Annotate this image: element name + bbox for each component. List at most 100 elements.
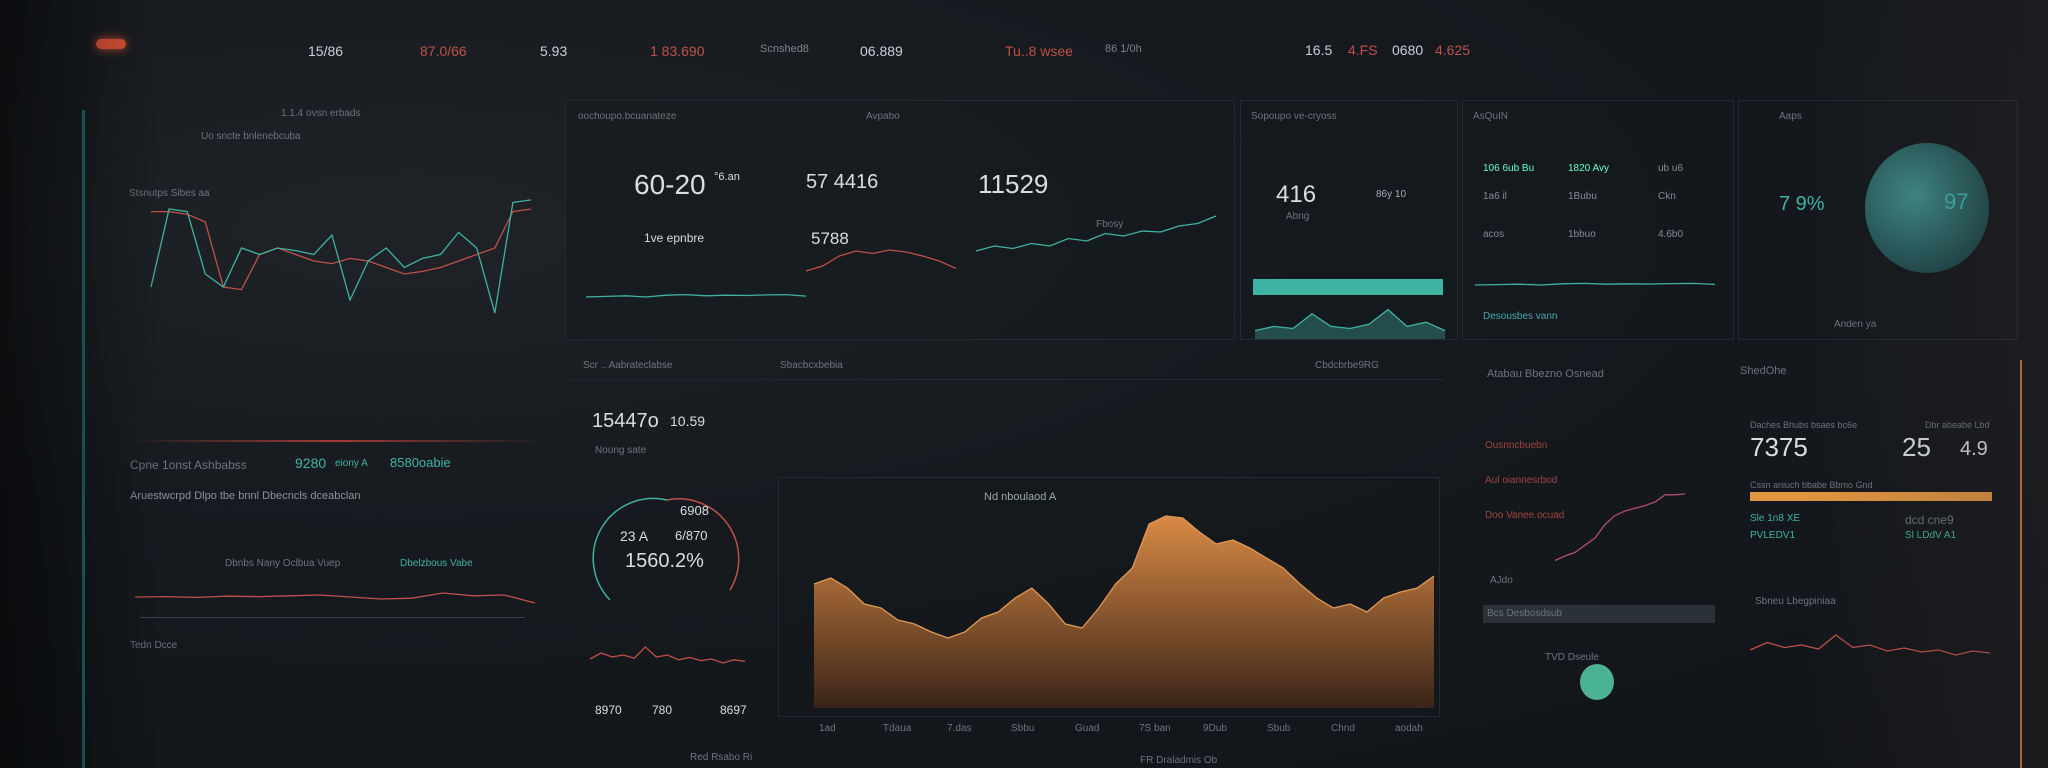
list-series [1474, 282, 1716, 286]
teal-sub: eiony A [335, 458, 368, 469]
filter-bar-label: Bcs Desbosdsub [1487, 608, 1563, 619]
top-right-metric: 4.625 [1435, 42, 1471, 58]
top-metric: Scnshed8 [760, 43, 809, 55]
top-metric: 86 1/0h [1105, 43, 1142, 55]
kpi-value-3: 11529 [978, 169, 1049, 199]
right-stats-panel: ShedOhe Daches Bhubs bsaes bc6e Dbr abea… [1740, 350, 2010, 768]
left-chart-panel: 1.1.4 ovsn erbads Uo sncte bnlenebcuba S… [110, 95, 550, 400]
list-panel: AsQuIN 106 6ub Bu 1820 Avy ub u6 1a6 il 1Bub… [1462, 100, 1734, 340]
progress-track [1750, 492, 1992, 501]
area-chart-header: Scr .. Aabrateclabse Sbacbcxbebia Cbdcbr… [565, 350, 1445, 380]
center-left-panel: 15447o 10.59 Noung sate 6908 23 A 6/870 … [580, 400, 755, 768]
x-tick-label: Chnd [1331, 723, 1355, 734]
list-cell: 1bbuo [1568, 229, 1596, 240]
list-cell: 1820 Avy [1568, 163, 1609, 174]
top-metric: 5.93 [540, 43, 568, 59]
progress-fill [1750, 492, 1992, 501]
section-title: Tedn Dcce [130, 640, 178, 651]
x-tick-label: 7S ban [1139, 723, 1171, 734]
chart-legend-2: Dbelzbous Vabe [400, 558, 473, 569]
axis-label: Doo Vanee.ocuad [1485, 510, 1565, 521]
kpi-value-1: 60-20 [634, 169, 706, 200]
section-title: Sbneu Lbegpiniaa [1755, 596, 1836, 607]
stat-label-1: Daches Bhubs bsaes bc6e [1750, 420, 1858, 430]
stat-label-2: Dbr abeabe Lbd [1925, 420, 1990, 430]
gauge-main: 1560.2% [625, 550, 704, 572]
top-status-led [96, 39, 126, 49]
left-line-chart [150, 199, 532, 314]
list-legend: Desousbes vann [1483, 311, 1558, 322]
top-metric: Tu..8 wsee [1005, 43, 1073, 59]
x-tick-label: Sbub [1267, 723, 1291, 734]
right-line-chart [1554, 493, 1686, 562]
panel-header-right: Avpabo [866, 111, 900, 122]
sparkline [975, 215, 1217, 252]
x-tick-label: aodah [1395, 723, 1423, 734]
gauge-percent: 7 9% [1779, 193, 1825, 215]
center-value: 15447o [592, 410, 659, 432]
top-metric: 1 83.690 [650, 43, 705, 59]
x-tick-label: 7.das [947, 723, 972, 734]
center-unit: 10.59 [670, 413, 706, 429]
sparkline-2 [805, 249, 957, 272]
small-line-chart [589, 646, 746, 664]
stat-b: dcd cne9 [1905, 513, 1954, 527]
kpi-value-2: 57 4416 [806, 171, 879, 193]
list-cell: 4.6b0 [1658, 229, 1684, 240]
stat-big-1: 7375 [1750, 432, 1808, 462]
status-value: 416 [1276, 181, 1317, 208]
list-cell: 1Bubu [1568, 191, 1597, 202]
footer-label: Red Rsabo Ri [690, 752, 753, 763]
status-sub: Abng [1286, 211, 1310, 222]
kpi-unit-1: °6.an [714, 171, 740, 183]
sparkline [585, 293, 807, 298]
axis-label: Ousnncbuebn [1485, 440, 1548, 451]
gauge-right: 6/870 [675, 528, 708, 543]
bar-label: Cssn aniuch bbabe Bbmo Gnd [1750, 480, 1873, 490]
filter-bar[interactable]: Bcs Desbosdsub [1483, 605, 1715, 623]
gauge-left: 23 A [620, 528, 649, 544]
list-cell: 1a6 il [1483, 191, 1507, 202]
gauge-panel: Aaps 7 9% 97 Anden ya [1738, 100, 2018, 340]
panel-title: 1.1.4 ovsn erbads [281, 108, 361, 119]
list-cell: ub u6 [1658, 163, 1684, 174]
stat-big-2: 25 [1902, 432, 1931, 462]
dot-label: TVD Dseule [1545, 652, 1599, 663]
x-tick-label: Guad [1075, 723, 1100, 734]
section-label: AJdo [1490, 575, 1513, 586]
sidebar-accent-line [82, 110, 85, 768]
gauge-value: 97 [1944, 189, 1969, 214]
panel-header: Aaps [1779, 111, 1802, 122]
right-small-chart [1749, 634, 1991, 656]
teal-value-2: 8580oabie [390, 455, 451, 470]
red-divider [125, 440, 545, 442]
x-tick-label: Tdaua [883, 723, 912, 734]
left-mid-panel: Cpne 1onst Ashbabss 9280 eiony A 8580oab… [125, 440, 545, 760]
right-line-panel: Atabau Bbezno Osnead Ousnncbuebn Aul oian… [1465, 350, 1715, 768]
list-cell: Ckn [1658, 191, 1676, 202]
description: Aruestwcrpd Dlpo tbe bnnl Dbecncls dceab… [130, 490, 361, 502]
sparkline [805, 249, 957, 272]
header-mid: Sbacbcxbebia [780, 360, 843, 371]
panel-header: Sopoupo ve-cryoss [1251, 111, 1337, 122]
stat-c: PVLEDV1 [1750, 530, 1796, 541]
list-cell: acos [1483, 229, 1505, 240]
stat-d: Sl LDdV A1 [1905, 530, 1957, 541]
series-red [151, 208, 532, 291]
gauge-top: 6908 [680, 503, 709, 518]
list-cell: 106 6ub Bu [1483, 163, 1535, 174]
gauge-circle [1865, 143, 1989, 273]
top-right-metric: 16.5 [1305, 42, 1333, 58]
axis-line [140, 617, 525, 618]
center-sub: Noung sate [595, 445, 647, 456]
status-dot [1580, 664, 1614, 700]
panel-header: oochoupo.bcuanateze [578, 111, 677, 122]
top-right-metric: 4.FS [1348, 42, 1378, 58]
panel-subtitle: Uo sncte bnlenebcuba [201, 131, 301, 142]
area-series-fill [814, 516, 1434, 708]
top-metric: 06.889 [860, 43, 903, 59]
list-line-chart [1474, 282, 1716, 286]
series-red [134, 592, 536, 604]
arc-gauge [592, 497, 740, 601]
area-chart-panel: Nd nboulaod A 1ad Tdaua 7.das Sbbu Guad 7S ba… [778, 477, 1440, 734]
